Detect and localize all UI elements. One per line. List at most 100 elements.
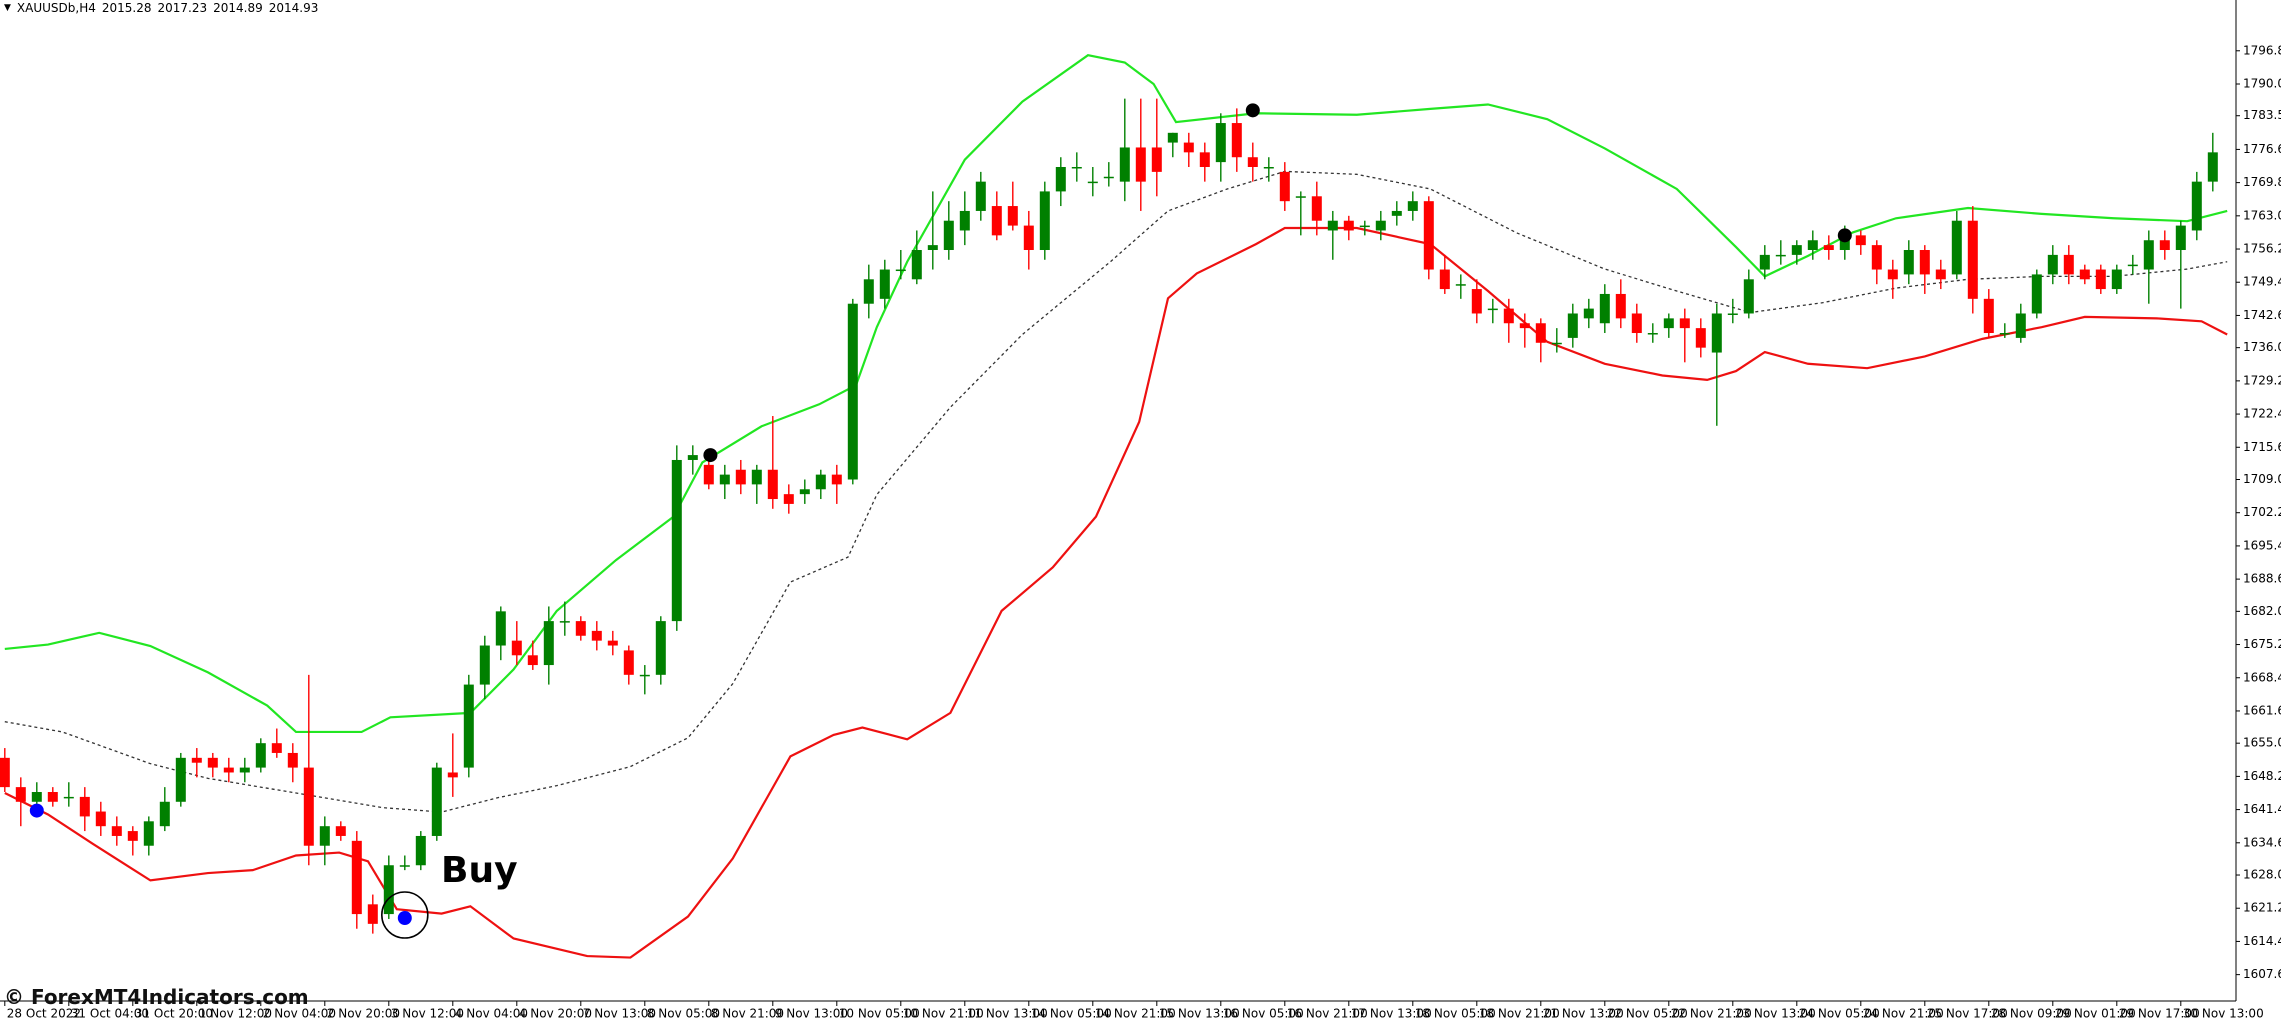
- candle-body: [1775, 254, 1786, 257]
- candle-body: [607, 640, 618, 646]
- y-tick-label: 1688.60: [2243, 572, 2281, 586]
- candle-body: [1455, 284, 1466, 286]
- candle-body: [399, 865, 410, 867]
- x-tick-label: 17 Nov 13:00: [1351, 1007, 1432, 1021]
- band-line: [4, 54, 2228, 734]
- candle-body: [1407, 201, 1418, 211]
- x-tick-label: 16 Nov 21:00: [1287, 1007, 1368, 1021]
- annotation: Buy: [441, 850, 518, 891]
- candle-body: [655, 621, 666, 675]
- candle-body: [1695, 328, 1706, 348]
- candle-body: [223, 767, 234, 773]
- candle-body: [1007, 206, 1018, 226]
- candle-body: [495, 611, 506, 646]
- y-tick-label: 1634.60: [2243, 835, 2281, 849]
- candle-body: [415, 835, 426, 866]
- candle-body: [159, 801, 170, 827]
- x-tick-label: 9 Nov 13:00: [775, 1007, 848, 1021]
- y-tick-label: 1796.80: [2243, 43, 2281, 57]
- candle-body: [799, 489, 810, 495]
- candle-body: [1135, 147, 1146, 182]
- candle-body: [623, 650, 634, 675]
- candle-body: [463, 684, 474, 768]
- x-tick-label: 2 Nov 20:00: [327, 1007, 400, 1021]
- candle-body: [703, 464, 714, 485]
- y-tick-label: 1749.40: [2243, 275, 2281, 289]
- candle-body: [63, 796, 74, 799]
- candle-body: [1439, 269, 1450, 290]
- x-tick-label: 31 Oct 04:00: [71, 1007, 149, 1021]
- candle-body: [1503, 308, 1514, 324]
- candle-body: [1167, 132, 1178, 143]
- candle-body: [2063, 254, 2074, 275]
- x-tick-label: 29 Nov 01:00: [2055, 1007, 2136, 1021]
- y-tick-label: 1763.00: [2243, 208, 2281, 222]
- candle-body: [895, 269, 906, 272]
- candle-body: [1551, 342, 1562, 345]
- candle-body: [1599, 293, 1610, 324]
- y-tick-label: 1614.40: [2243, 934, 2281, 948]
- y-tick-label: 1628.00: [2243, 868, 2281, 882]
- candle-body: [1519, 323, 1530, 329]
- candle-body: [1535, 323, 1546, 343]
- candle-body: [79, 796, 90, 817]
- candle-body: [287, 752, 298, 768]
- candle-body: [1263, 166, 1274, 169]
- x-tick-label: 31 Oct 20:00: [135, 1007, 213, 1021]
- candle-body: [1999, 333, 2010, 335]
- candle-body: [1119, 147, 1130, 182]
- candle-body: [687, 455, 698, 460]
- y-tick-label: 1641.40: [2243, 802, 2281, 816]
- candle-body: [1615, 293, 1626, 319]
- candle-body: [735, 469, 746, 485]
- candle-body: [175, 757, 186, 802]
- candle-body: [671, 459, 682, 622]
- candle-body: [1791, 245, 1802, 255]
- candle-body: [1903, 250, 1914, 275]
- candle-body: [527, 655, 538, 666]
- x-tick-label: 24 Nov 05:00: [1799, 1007, 1880, 1021]
- candle-body: [1823, 245, 1834, 251]
- candle-body: [2031, 274, 2042, 314]
- candle-body: [2095, 269, 2106, 290]
- y-tick-label: 1783.50: [2243, 108, 2281, 122]
- y-tick-label: 1729.20: [2243, 373, 2281, 387]
- candle-body: [1743, 279, 1754, 314]
- candle-body: [1663, 318, 1674, 329]
- candle-body: [575, 621, 586, 636]
- candle-body: [1935, 269, 1946, 280]
- candle-body: [511, 640, 522, 656]
- y-tick-label: 1607.60: [2243, 967, 2281, 981]
- chart-header: ▼ XAUUSDb,H4 2015.28 2017.23 2014.89 201…: [4, 0, 318, 16]
- candle-body: [1231, 123, 1242, 158]
- y-tick-label: 1695.40: [2243, 538, 2281, 552]
- y-tick-label: 1742.60: [2243, 308, 2281, 322]
- candle-body: [1055, 166, 1066, 192]
- candle-body: [479, 645, 490, 685]
- candle-body: [1567, 313, 1578, 338]
- candle-body: [831, 474, 842, 485]
- candle-body: [1807, 240, 1818, 251]
- candle-body: [255, 743, 266, 768]
- candle-body: [1279, 171, 1290, 202]
- candle-body: [1087, 181, 1098, 184]
- candle-body: [1023, 225, 1034, 251]
- y-tick-label: 1702.20: [2243, 505, 2281, 519]
- candle-body: [1919, 250, 1930, 275]
- quote-high: 2017.23: [157, 1, 208, 15]
- y-tick-label: 1776.60: [2243, 142, 2281, 156]
- candle-body: [2191, 181, 2202, 231]
- candle-body: [111, 826, 122, 836]
- candle-body: [1631, 313, 1642, 334]
- y-tick-label: 1756.20: [2243, 242, 2281, 256]
- x-tick-label: 2 Nov 04:00: [263, 1007, 336, 1021]
- y-tick-label: 1736.00: [2243, 340, 2281, 354]
- candle-body: [1711, 313, 1722, 353]
- candle-body: [1471, 289, 1482, 314]
- x-tick-label: 18 Nov 21:00: [1479, 1007, 1560, 1021]
- candle-body: [2175, 225, 2186, 251]
- candle-body: [1855, 235, 1866, 246]
- x-tick-label: 28 Oct 2022: [7, 1007, 81, 1021]
- candle-body: [591, 630, 602, 641]
- candle-body: [431, 767, 442, 836]
